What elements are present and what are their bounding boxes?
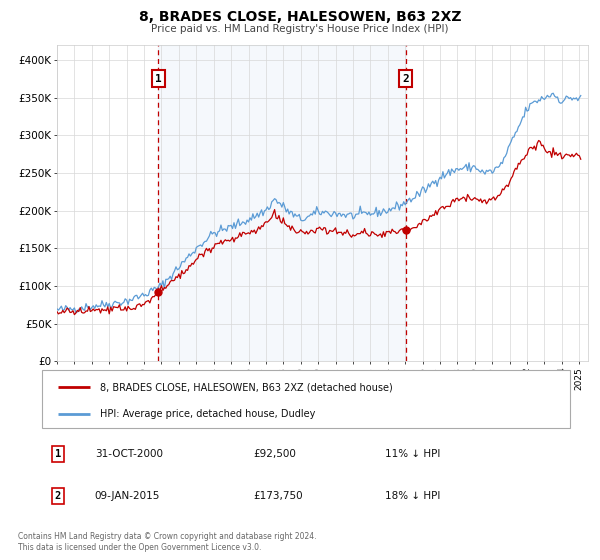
Text: 8, BRADES CLOSE, HALESOWEN, B63 2XZ: 8, BRADES CLOSE, HALESOWEN, B63 2XZ [139,10,461,24]
Text: 11% ↓ HPI: 11% ↓ HPI [385,449,440,459]
Text: 31-OCT-2000: 31-OCT-2000 [95,449,163,459]
Text: £173,750: £173,750 [253,491,303,501]
Text: 2: 2 [55,491,61,501]
Text: 1: 1 [55,449,61,459]
Bar [158,45,406,361]
Text: This data is licensed under the Open Government Licence v3.0.: This data is licensed under the Open Gov… [18,543,262,552]
Text: 1: 1 [155,74,162,83]
Text: £92,500: £92,500 [253,449,296,459]
Text: Contains HM Land Registry data © Crown copyright and database right 2024.: Contains HM Land Registry data © Crown c… [18,532,317,541]
Text: 2: 2 [403,74,409,83]
Text: 18% ↓ HPI: 18% ↓ HPI [385,491,440,501]
Text: HPI: Average price, detached house, Dudley: HPI: Average price, detached house, Dudl… [100,409,316,419]
Text: 8, BRADES CLOSE, HALESOWEN, B63 2XZ (detached house): 8, BRADES CLOSE, HALESOWEN, B63 2XZ (det… [100,382,393,392]
Text: Price paid vs. HM Land Registry's House Price Index (HPI): Price paid vs. HM Land Registry's House … [151,24,449,34]
Text: 09-JAN-2015: 09-JAN-2015 [95,491,160,501]
